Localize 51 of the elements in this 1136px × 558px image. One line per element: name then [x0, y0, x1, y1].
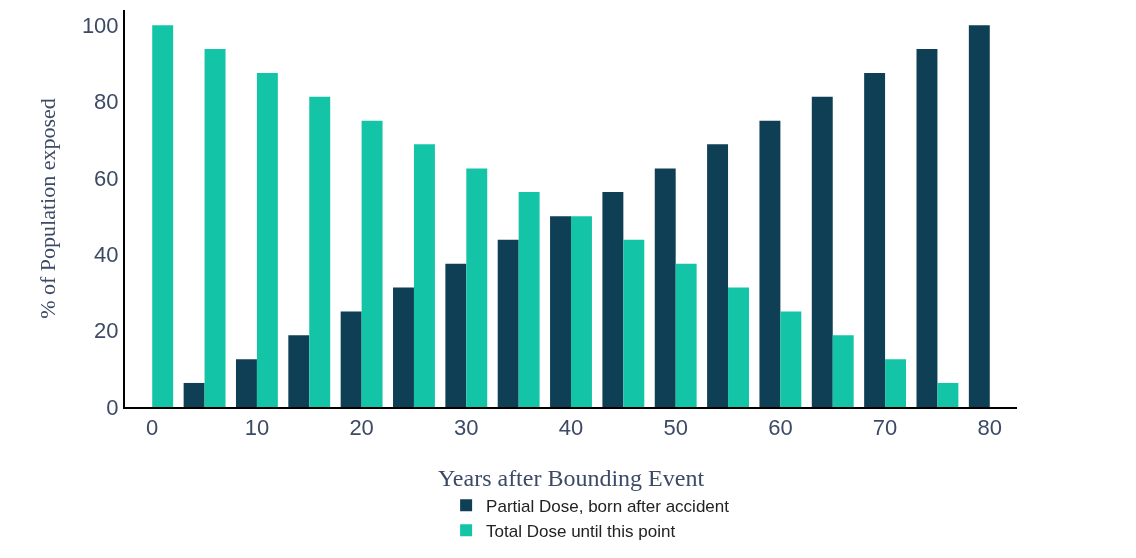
x-tick-label: 0 — [146, 415, 159, 441]
bar — [309, 96, 331, 407]
bar — [811, 96, 833, 407]
bar — [968, 25, 990, 407]
x-tick-label: 20 — [349, 415, 374, 441]
x-tick-label: 30 — [454, 415, 479, 441]
y-tick-label: 100 — [81, 12, 119, 38]
x-axis-title: Years after Bounding Event — [437, 465, 705, 492]
legend-label: Total Dose until this point — [486, 521, 676, 541]
bar — [288, 335, 310, 407]
bar — [393, 287, 414, 407]
bar — [675, 263, 697, 407]
bar — [937, 382, 959, 407]
bar — [780, 311, 802, 407]
x-tick-label: 70 — [872, 415, 898, 441]
bar — [466, 168, 488, 407]
bar — [518, 192, 540, 407]
y-tick-label: 80 — [94, 89, 119, 115]
x-tick-label: 80 — [977, 415, 1003, 441]
bar — [832, 335, 854, 407]
bar — [235, 359, 257, 407]
y-tick-label: 40 — [94, 242, 119, 268]
y-tick-label: 0 — [106, 394, 119, 420]
bar — [759, 120, 781, 407]
y-tick-label: 20 — [94, 318, 119, 344]
x-tick-label: 60 — [768, 415, 793, 441]
bar — [550, 216, 571, 407]
bar — [602, 192, 624, 407]
bar — [204, 48, 226, 407]
bar — [183, 382, 205, 407]
x-tick-label: 40 — [558, 415, 584, 441]
bar — [152, 25, 174, 407]
bar — [340, 311, 362, 407]
bar — [916, 48, 938, 407]
y-tick-label: 60 — [94, 165, 119, 191]
legend-label: Partial Dose, born after accident — [486, 496, 730, 516]
bar — [654, 168, 676, 407]
x-tick-label: 50 — [663, 415, 688, 441]
bar — [256, 72, 278, 407]
bar — [445, 263, 467, 407]
bar — [497, 239, 519, 407]
bar — [707, 144, 729, 407]
y-axis-title: % of Population exposed — [35, 98, 61, 319]
bar — [413, 144, 435, 407]
bar — [885, 359, 907, 407]
x-tick-label: 10 — [244, 415, 270, 441]
bar — [864, 72, 886, 407]
bar — [361, 120, 383, 407]
bar — [728, 287, 749, 407]
bar — [623, 239, 645, 407]
bar — [571, 216, 592, 407]
